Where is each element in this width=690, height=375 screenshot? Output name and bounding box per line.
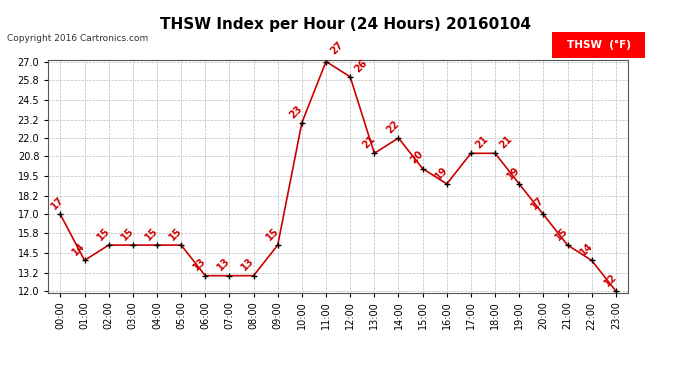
Text: 13: 13 [215, 256, 232, 273]
Text: 19: 19 [505, 165, 522, 181]
Text: 21: 21 [474, 134, 491, 150]
Text: 20: 20 [408, 149, 425, 166]
Text: THSW  (°F): THSW (°F) [566, 40, 631, 50]
Text: 14: 14 [70, 241, 87, 258]
Text: 15: 15 [264, 226, 280, 242]
Text: 15: 15 [553, 226, 570, 242]
Text: 15: 15 [167, 226, 184, 242]
Text: 13: 13 [239, 256, 256, 273]
Text: 19: 19 [433, 165, 449, 181]
Text: THSW Index per Hour (24 Hours) 20160104: THSW Index per Hour (24 Hours) 20160104 [159, 17, 531, 32]
Text: 21: 21 [498, 134, 515, 150]
Text: 17: 17 [49, 195, 66, 212]
Text: 14: 14 [578, 241, 594, 258]
Text: 22: 22 [384, 118, 401, 135]
Text: 17: 17 [529, 195, 546, 212]
Text: 12: 12 [602, 272, 618, 288]
Text: 27: 27 [329, 39, 346, 56]
Text: 15: 15 [143, 226, 159, 242]
Text: 23: 23 [288, 104, 304, 120]
Text: 13: 13 [191, 256, 208, 273]
Text: 15: 15 [95, 226, 111, 242]
Text: 21: 21 [360, 134, 377, 150]
Text: Copyright 2016 Cartronics.com: Copyright 2016 Cartronics.com [7, 34, 148, 43]
Text: 15: 15 [119, 226, 135, 242]
Text: 26: 26 [353, 57, 370, 74]
